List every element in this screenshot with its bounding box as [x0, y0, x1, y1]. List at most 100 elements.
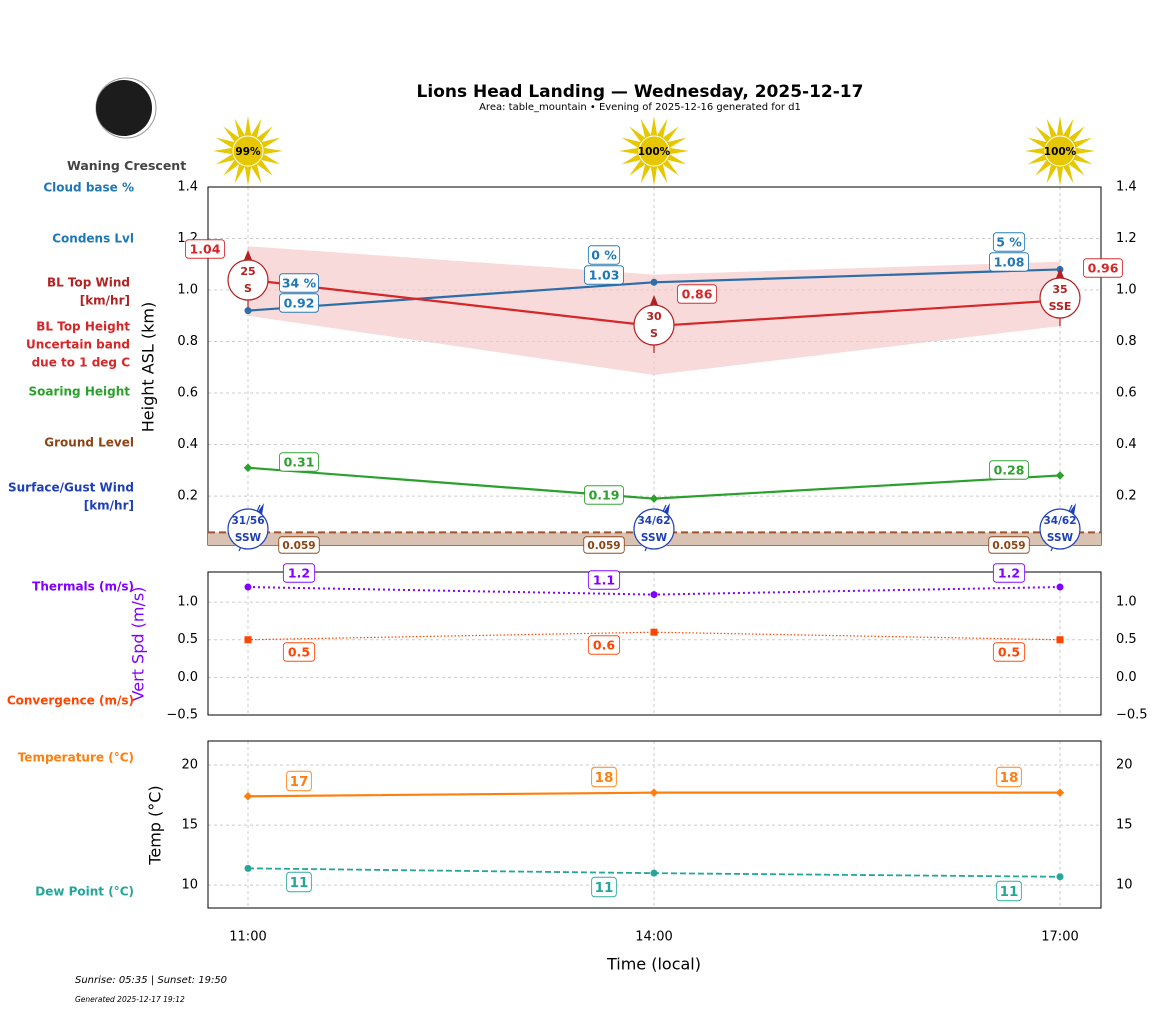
- bl-top-label: 0.86: [682, 287, 713, 302]
- y-tick-label-right: 1.0: [1116, 283, 1137, 298]
- surface-wind-circle: [227, 508, 269, 550]
- surface-wind-dir: SSW: [641, 532, 668, 544]
- y-tick-label: 0.2: [177, 489, 198, 504]
- y-tick-label: 0.5: [177, 632, 198, 647]
- bl-wind-arrowhead: [650, 295, 658, 305]
- y-tick-label-right: 0.8: [1116, 334, 1137, 349]
- convergence-label: 0.6: [593, 638, 615, 653]
- side-label-thermals: Thermals (m/s): [32, 580, 134, 594]
- condens-point: [244, 307, 252, 315]
- side-label-ground: Ground Level: [44, 436, 134, 450]
- cloud-base-label: 5 %: [996, 235, 1022, 250]
- condens-label-box: [989, 252, 1029, 272]
- bl-top-label-box: [185, 239, 225, 259]
- sun-disc: [1044, 135, 1076, 167]
- surface-wind-dir: SSW: [1047, 532, 1074, 544]
- side-label-dew: Dew Point (°C): [35, 885, 134, 899]
- sun-disc: [638, 135, 670, 167]
- side-label-convergence: Convergence (m/s): [7, 694, 134, 708]
- sun-times: Sunrise: 05:35 | Sunset: 19:50: [75, 975, 228, 986]
- surface-wind-dir: SSW: [235, 532, 262, 544]
- convergence-label-box: [282, 642, 316, 662]
- y-tick-label-right: 1.4: [1116, 180, 1137, 195]
- condens-label: 1.03: [589, 268, 620, 283]
- surface-wind-circle: [633, 508, 675, 550]
- y-tick-label-right: 0.6: [1116, 386, 1137, 401]
- sun-percent: 100%: [638, 146, 671, 158]
- temperature-label-box: [591, 766, 617, 788]
- condens-label-box: [584, 265, 624, 285]
- thermals-point: [244, 583, 252, 591]
- cloud-base-label-box: [992, 232, 1026, 252]
- bl-wind-arrowhead: [1056, 268, 1064, 278]
- y-tick-label: 0.6: [177, 386, 198, 401]
- x-tick-label: 17:00: [1041, 930, 1078, 945]
- plot-frame: [207, 740, 1102, 909]
- generated-time: Generated 2025-12-17 19:12: [75, 995, 185, 1004]
- y-tick-label-right: 10: [1116, 878, 1133, 893]
- plot-frame: [207, 571, 1102, 716]
- bl-wind-circle: [227, 259, 269, 301]
- dew-point-label: 11: [595, 880, 614, 896]
- convergence-label: 0.5: [288, 645, 310, 660]
- cloud-base-label-box: [279, 273, 319, 293]
- y-axis-label: Height ASL (km): [139, 302, 158, 432]
- y-tick-label-right: 0.5: [1116, 632, 1137, 647]
- cloud-base-label: 34 %: [282, 276, 317, 291]
- y-tick-label-right: 0.0: [1116, 670, 1137, 685]
- bl-wind-speed: 30: [646, 310, 662, 323]
- figure-title: Lions Head Landing — Wednesday, 2025-12-…: [416, 82, 864, 102]
- y-tick-label: 15: [181, 818, 198, 833]
- thermals-label: 1.2: [998, 566, 1020, 581]
- bl-top-label-box: [1083, 258, 1123, 278]
- y-tick-label: −0.5: [166, 708, 198, 723]
- thermals-label-box: [587, 570, 621, 590]
- bl-wind-speed: 35: [1052, 283, 1067, 296]
- x-tick-label: 11:00: [229, 930, 266, 945]
- y-tick-label: 1.0: [177, 283, 198, 298]
- temperature-point: [649, 788, 659, 797]
- dew-point-label-box: [996, 880, 1022, 902]
- surface-wind-speed: 31/56: [231, 515, 264, 527]
- y-tick-label-right: −0.5: [1116, 708, 1148, 723]
- bl-wind-dir: S: [244, 282, 252, 295]
- condens-point: [650, 278, 658, 286]
- soaring-label: 0.31: [284, 455, 315, 470]
- dew-point-label-box: [591, 876, 617, 898]
- y-tick-label: 0.0: [177, 670, 198, 685]
- side-label-cloud_base: Cloud base %: [43, 181, 134, 195]
- side-label-bl_top: due to 1 deg C: [32, 356, 131, 370]
- y-tick-label-right: 1.2: [1116, 231, 1137, 246]
- x-tick-label: 14:00: [635, 930, 672, 945]
- y-axis-label: Temp (°C): [146, 785, 165, 865]
- condens-label: 0.92: [284, 296, 315, 311]
- thermals-point: [650, 591, 658, 599]
- bl-wind-dir: SSE: [1049, 300, 1072, 313]
- moon-phase-label: Waning Crescent: [67, 158, 187, 173]
- soaring-point: [1055, 471, 1065, 480]
- soaring-label: 0.28: [994, 463, 1025, 478]
- convergence-point: [244, 636, 252, 644]
- ground-label-box: [278, 536, 320, 554]
- surface-wind-speed: 34/62: [1043, 515, 1076, 527]
- soaring-label: 0.19: [589, 488, 620, 503]
- y-tick-label: 0.4: [177, 437, 198, 452]
- convergence-label: 0.5: [998, 645, 1020, 660]
- soaring-label-box: [584, 485, 624, 505]
- side-label-surface_wind: Surface/Gust Wind: [8, 481, 134, 495]
- y-tick-label: 10: [181, 878, 198, 893]
- side-label-surface_wind: [km/hr]: [84, 499, 134, 513]
- bl-wind-circle: [633, 304, 675, 346]
- cloud-base-label-box: [587, 245, 621, 265]
- convergence-point: [650, 628, 658, 636]
- thermals-label: 1.1: [593, 573, 615, 588]
- y-tick-label-right: 1.0: [1116, 595, 1137, 610]
- temperature-label-box: [996, 766, 1022, 788]
- side-label-bl_wind: [km/hr]: [80, 294, 130, 308]
- temperature-label: 18: [595, 770, 614, 786]
- thermals-point: [1056, 583, 1064, 591]
- side-label-bl_top: Uncertain band: [26, 338, 130, 352]
- condens-label-box: [279, 293, 319, 313]
